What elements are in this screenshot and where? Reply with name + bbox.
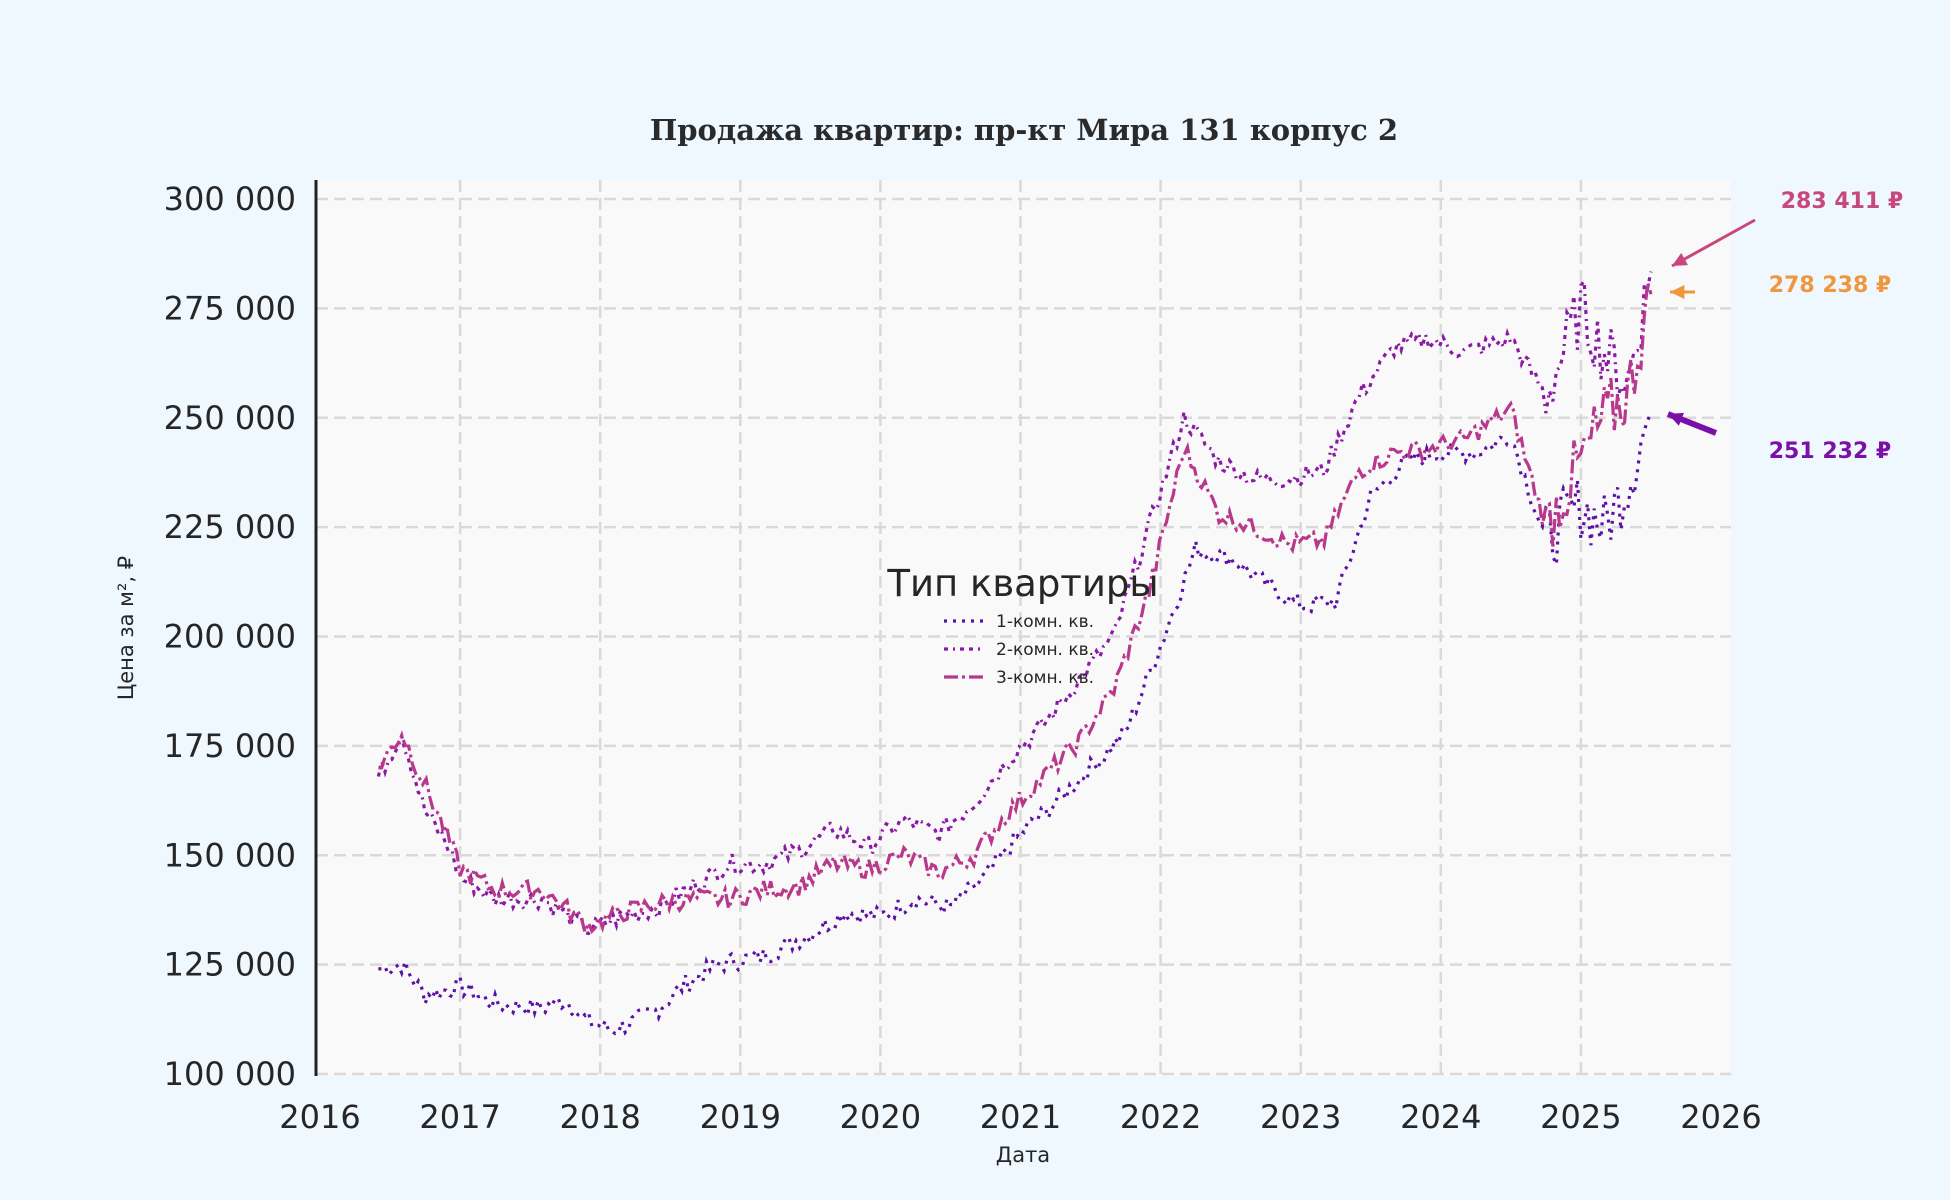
y-tick-label: 100 000: [164, 1055, 296, 1093]
legend-label: 1-комн. кв.: [996, 612, 1094, 632]
x-tick-label: 2023: [1260, 1098, 1341, 1136]
annotation-label: 283 411 ₽: [1781, 189, 1903, 214]
annotation-label: 251 232 ₽: [1769, 439, 1891, 464]
annotations: 283 411 ₽ 278 238 ₽ 251 232 ₽: [1666, 189, 1903, 464]
series-line-3: [378, 282, 1653, 937]
annotation-label: 278 238 ₽: [1769, 273, 1891, 298]
y-tick-label: 275 000: [164, 289, 296, 327]
y-tick-label: 175 000: [164, 727, 296, 765]
legend-title: Тип квартиры: [886, 562, 1158, 605]
x-tick-label: 2026: [1680, 1098, 1761, 1136]
y-tick-label: 200 000: [164, 618, 296, 656]
legend-label: 3-комн. кв.: [996, 668, 1094, 688]
legend: Тип квартиры 1-комн. кв. 2-комн. кв. 3-ком…: [886, 562, 1158, 688]
series-line-2: [376, 271, 1653, 936]
x-tick-label: 2018: [559, 1098, 640, 1136]
arrow-head-icon: [1672, 252, 1688, 266]
x-tick-label: 2024: [1400, 1098, 1481, 1136]
legend-label: 2-комн. кв.: [996, 640, 1094, 660]
x-tick-label: 2020: [840, 1098, 921, 1136]
x-tick-labels: 2016 2017 2018 2019 2020 2021 2022 2023 2024 2025…: [279, 1098, 1761, 1136]
x-tick-label: 2021: [980, 1098, 1061, 1136]
x-tick-label: 2022: [1120, 1098, 1201, 1136]
y-tick-label: 225 000: [164, 508, 296, 546]
x-axis-label: Дата: [996, 1143, 1050, 1167]
x-tick-label: 2025: [1540, 1098, 1621, 1136]
y-tick-labels: 100 000 125 000 150 000 175 000 200 000 225 0…: [164, 180, 296, 1093]
y-axis-label: Цена за м², ₽: [114, 556, 138, 700]
annotation-arrow: [1671, 218, 1756, 268]
y-tick-label: 250 000: [164, 399, 296, 437]
chart-title: Продажа квартир: пр-кт Мира 131 корпус 2: [650, 113, 1398, 147]
x-tick-label: 2019: [700, 1098, 781, 1136]
y-tick-label: 300 000: [164, 180, 296, 218]
y-tick-label: 150 000: [164, 836, 296, 874]
arrow-head-icon: [1670, 285, 1685, 299]
x-tick-label: 2017: [419, 1098, 500, 1136]
plot-area: [315, 180, 1731, 1076]
series-lines: [376, 271, 1653, 1036]
arrow-head-icon: [1668, 412, 1684, 426]
y-tick-label: 125 000: [164, 946, 296, 984]
x-tick-label: 2016: [279, 1098, 360, 1136]
